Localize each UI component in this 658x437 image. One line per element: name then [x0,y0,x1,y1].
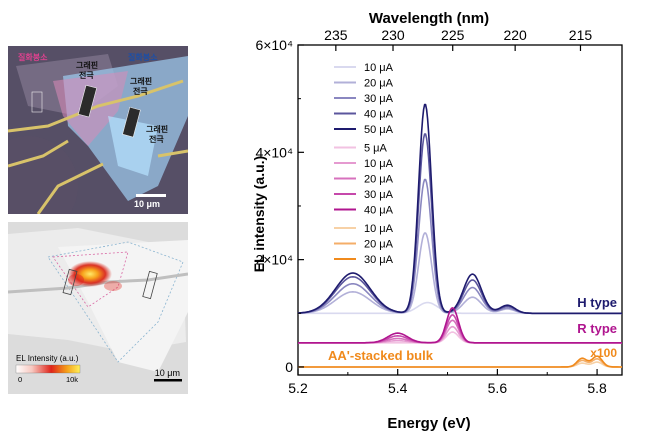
micrograph-label-4: 그래핀 전극 [146,124,168,144]
scale-bar-line [136,194,166,197]
y-axis-label: EL intensity (a.u.) [251,156,267,272]
group-labels: H type R type AA'-stacked bulk x100 [328,295,617,363]
top-tick-label-0: 235 [324,27,348,43]
x-tick-label-2: 5.6 [488,380,508,396]
top-tick-label-1: 230 [381,27,405,43]
series-line-0-4 [297,103,622,315]
colorbar-min: 0 [18,375,22,384]
colorbar-label: EL Intensity (a.u.) [16,354,79,363]
legend-label-1-2: 20 μA [364,174,394,186]
el-spectrum-chart: Wavelength (nm) Energy (eV) EL intensity… [251,10,623,432]
electrode-lead [8,79,184,133]
group-label-0: H type [577,295,617,310]
top-tick-label-4: 215 [569,27,593,43]
scale-bar-label: 10 μm [134,199,160,209]
legend-label-2-0: 10 μA [364,223,394,235]
group-label-1: R type [577,321,617,336]
legend-label-0-3: 40 μA [364,109,394,121]
top-axis-label: Wavelength (nm) [369,10,489,27]
colorbar-max: 10k [66,375,78,384]
y-tick-label-2: 4×10⁴ [255,144,293,160]
x-tick-label-3: 5.8 [587,380,607,396]
x-tick-label-1: 5.4 [388,380,408,396]
colorbar [15,364,81,374]
top-tick-label-3: 220 [503,27,527,43]
top-tick-label-2: 225 [441,27,465,43]
micrograph-label-2: 질화붕소 [128,52,158,62]
group-label-3: x100 [590,346,617,360]
bn-outline-blue [47,241,184,363]
legend-label-1-1: 10 μA [364,158,394,170]
legend-label-2-1: 20 μA [364,239,394,251]
legend-label-2-2: 30 μA [364,254,394,266]
legend-label-0-2: 30 μA [364,93,394,105]
graphene-electrode-2 [122,106,141,138]
y-tick-label-3: 6×10⁴ [255,37,293,53]
legend-label-1-3: 30 μA [364,189,394,201]
el-hotspot [68,261,112,287]
group-label-2: AA'-stacked bulk [328,348,434,363]
legend-label-0-1: 20 μA [364,78,394,90]
plot-frame [297,44,623,376]
x-axis-label: Energy (eV) [387,415,470,432]
series-line-2-2 [298,355,622,368]
el-intensity-map: EL Intensity (a.u.) 0 10k 10 μm [8,222,188,394]
micrograph-label-0: 질화붕소 [18,52,48,62]
legend-label-0-0: 10 μA [364,62,394,74]
y-tick-label-0: 0 [285,359,293,375]
map-scale-label: 10 μm [155,368,180,378]
map-scale-bar [154,379,182,382]
series-line-1-4 [298,307,622,344]
legend-label-1-0: 5 μA [364,143,388,155]
micrograph-label-3: 그래핀 전극 [130,76,152,96]
legend-label-0-4: 50 μA [364,124,394,136]
spectrum-lines [297,103,622,368]
micrograph-label-1: 그래핀 전극 [76,60,98,80]
legend-label-1-4: 40 μA [364,205,394,217]
legend: 10 μA 20 μA 30 μA 40 μA 50 μA 5 μA 10 μA 20 μA 3… [334,62,394,266]
axis-ticks: 5.2 5.4 5.6 5.8 0 2×10⁴ 4×10⁴ 6×10⁴ 235 230 225 220… [255,27,607,396]
y-tick-label-1: 2×10⁴ [255,252,293,268]
x-tick-label-0: 5.2 [288,380,308,396]
graphene-electrode-1 [77,84,98,118]
